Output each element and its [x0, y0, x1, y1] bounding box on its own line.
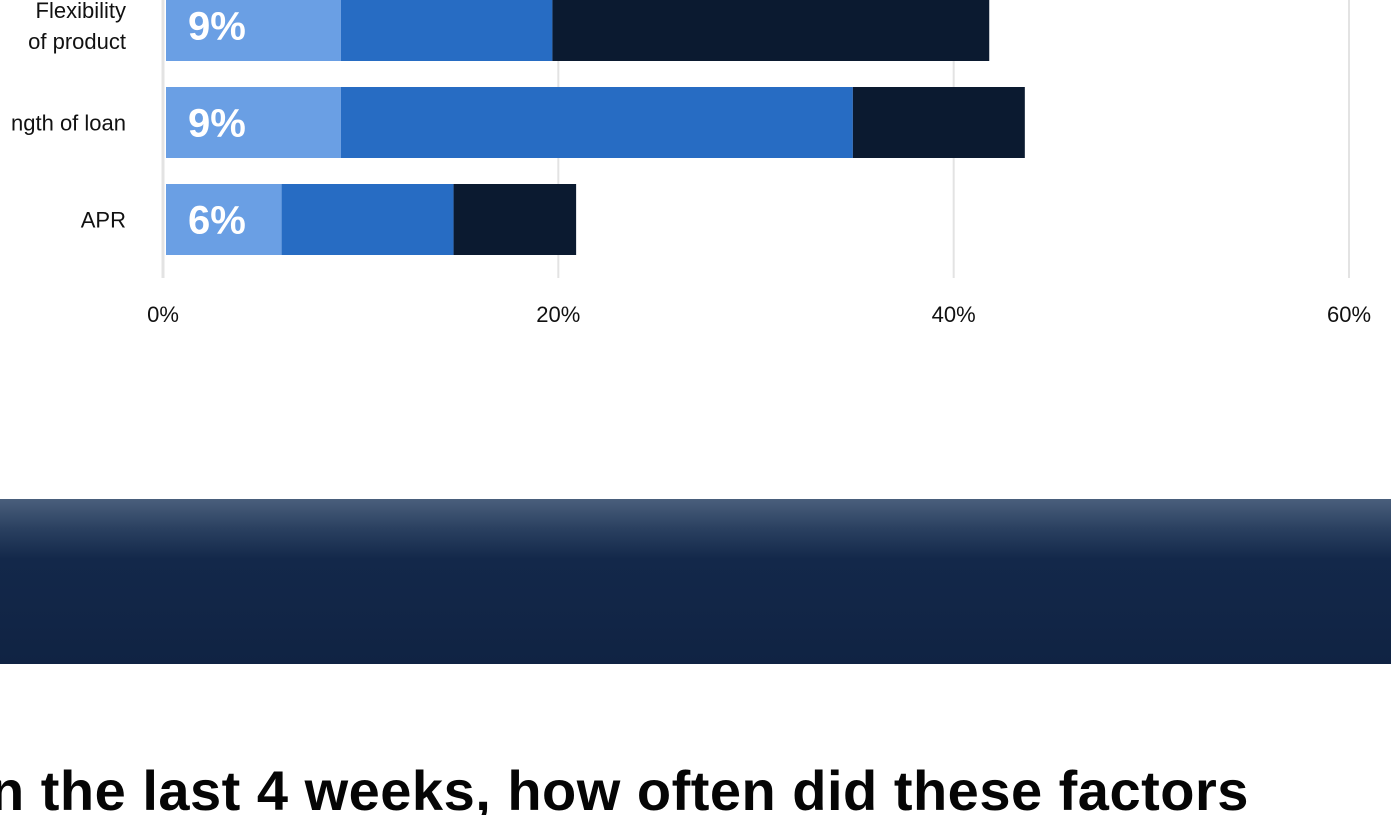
bar-segment [453, 184, 577, 255]
category-label: ngth of loan [11, 111, 126, 136]
stacked-bar-chart: 0% 20% 40% 60% 9% Flexibility of product 9% ngth… [11, 0, 1371, 327]
x-tick-label: 60% [1327, 302, 1371, 327]
data-label: 6% [188, 199, 246, 243]
question-heading: n the last 4 weeks, how often did these … [0, 759, 1249, 815]
category-label: of product [28, 29, 126, 54]
data-label: 9% [188, 5, 246, 49]
category-label: Flexibility [36, 0, 126, 23]
banner [0, 499, 1391, 664]
labels: 0% 20% 40% 60% 9% Flexibility of product 9% ngth… [11, 0, 1371, 327]
bar-segment [340, 87, 853, 158]
x-tick-label: 0% [147, 302, 179, 327]
bar-segment [552, 0, 990, 61]
x-tick-label: 40% [932, 302, 976, 327]
bar-segment [340, 0, 553, 61]
bar-segment [166, 87, 341, 158]
data-label: 9% [188, 102, 246, 146]
category-label: APR [81, 208, 126, 233]
bar-segment [166, 184, 282, 255]
bar-segment [281, 184, 454, 255]
bars [166, 0, 1025, 255]
bar-segment [166, 0, 341, 61]
x-tick-label: 20% [536, 302, 580, 327]
bar-segment [852, 87, 1025, 158]
